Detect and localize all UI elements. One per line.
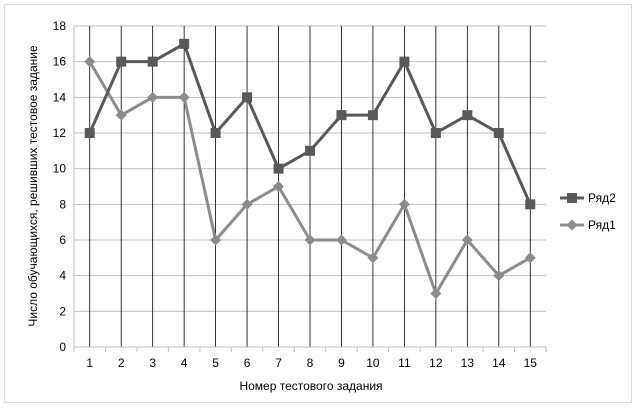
data-point	[147, 56, 158, 67]
y-tick-label: 12	[53, 126, 67, 140]
y-tick-label: 8	[59, 197, 66, 211]
x-tick-label: 6	[244, 356, 251, 370]
data-point	[525, 199, 536, 210]
legend-label: Ряд1	[588, 218, 616, 232]
data-point	[210, 128, 221, 138]
data-point	[115, 109, 127, 121]
legend-item: Ряд1	[560, 218, 616, 232]
legend-item: Ряд2	[560, 191, 616, 205]
data-point	[461, 234, 473, 246]
data-point	[116, 56, 127, 67]
legend-swatch-marker	[567, 193, 577, 203]
x-tick-label: 8	[307, 356, 314, 370]
x-tick-labels: 1 2 3 4 5 6 7 8 9 10 11 12 13 14 15	[86, 356, 537, 370]
series-Ряд2	[84, 38, 536, 210]
data-point	[84, 56, 96, 68]
x-tick-label: 7	[275, 356, 282, 370]
x-tick-label: 4	[181, 356, 188, 370]
data-point	[84, 128, 95, 138]
data-point	[305, 145, 315, 156]
y-tick-label: 4	[59, 269, 66, 283]
data-point	[304, 234, 316, 246]
x-tick-label: 2	[118, 356, 125, 370]
vertical-gridlines	[89, 26, 531, 347]
data-point	[430, 288, 442, 299]
y-axis-title: Число обучающихся, решивших тестовое зад…	[26, 45, 40, 327]
y-tick-label: 16	[53, 55, 67, 69]
y-tick-label: 6	[59, 233, 66, 247]
data-point	[273, 181, 285, 192]
data-point	[242, 92, 253, 103]
data-point	[178, 91, 190, 103]
series-Ряд1	[84, 56, 536, 299]
x-tick-label: 3	[149, 356, 156, 370]
x-tick-label: 12	[429, 356, 443, 370]
data-point	[179, 38, 190, 49]
y-tick-labels: 0 2 4 6 8 10 12 14 16 18	[53, 19, 67, 354]
x-tick-label: 9	[338, 356, 345, 370]
x-axis-title: Номер тестового задания	[239, 379, 382, 393]
data-point	[273, 163, 284, 174]
data-point	[241, 198, 253, 210]
data-point	[367, 110, 378, 121]
data-point	[336, 110, 347, 121]
data-point	[398, 198, 410, 210]
data-point	[210, 234, 222, 246]
y-tick-label: 14	[53, 90, 67, 104]
data-point	[462, 110, 473, 121]
data-point	[524, 252, 536, 264]
y-tick-label: 18	[53, 19, 67, 33]
x-tick-label: 11	[398, 356, 411, 370]
legend: Ряд2 Ряд1	[560, 191, 616, 232]
data-point	[493, 128, 504, 138]
x-tick-label: 5	[212, 356, 219, 370]
y-tick-label: 2	[59, 304, 66, 318]
data-point	[399, 56, 410, 67]
x-tick-label: 15	[524, 356, 538, 370]
data-point	[147, 91, 159, 103]
data-point	[367, 252, 379, 264]
data-point	[493, 270, 505, 282]
y-tick-label: 0	[59, 340, 66, 354]
axes	[73, 26, 547, 352]
data-point	[430, 128, 441, 138]
x-tick-label: 1	[86, 356, 93, 370]
series-layer	[84, 38, 536, 299]
x-tick-label: 13	[461, 356, 475, 370]
y-tick-label: 10	[53, 162, 67, 176]
data-point	[335, 234, 347, 246]
x-tick-label: 14	[492, 356, 506, 370]
legend-swatch-marker	[566, 219, 578, 231]
legend-label: Ряд2	[588, 191, 616, 205]
x-tick-label: 10	[366, 356, 380, 370]
